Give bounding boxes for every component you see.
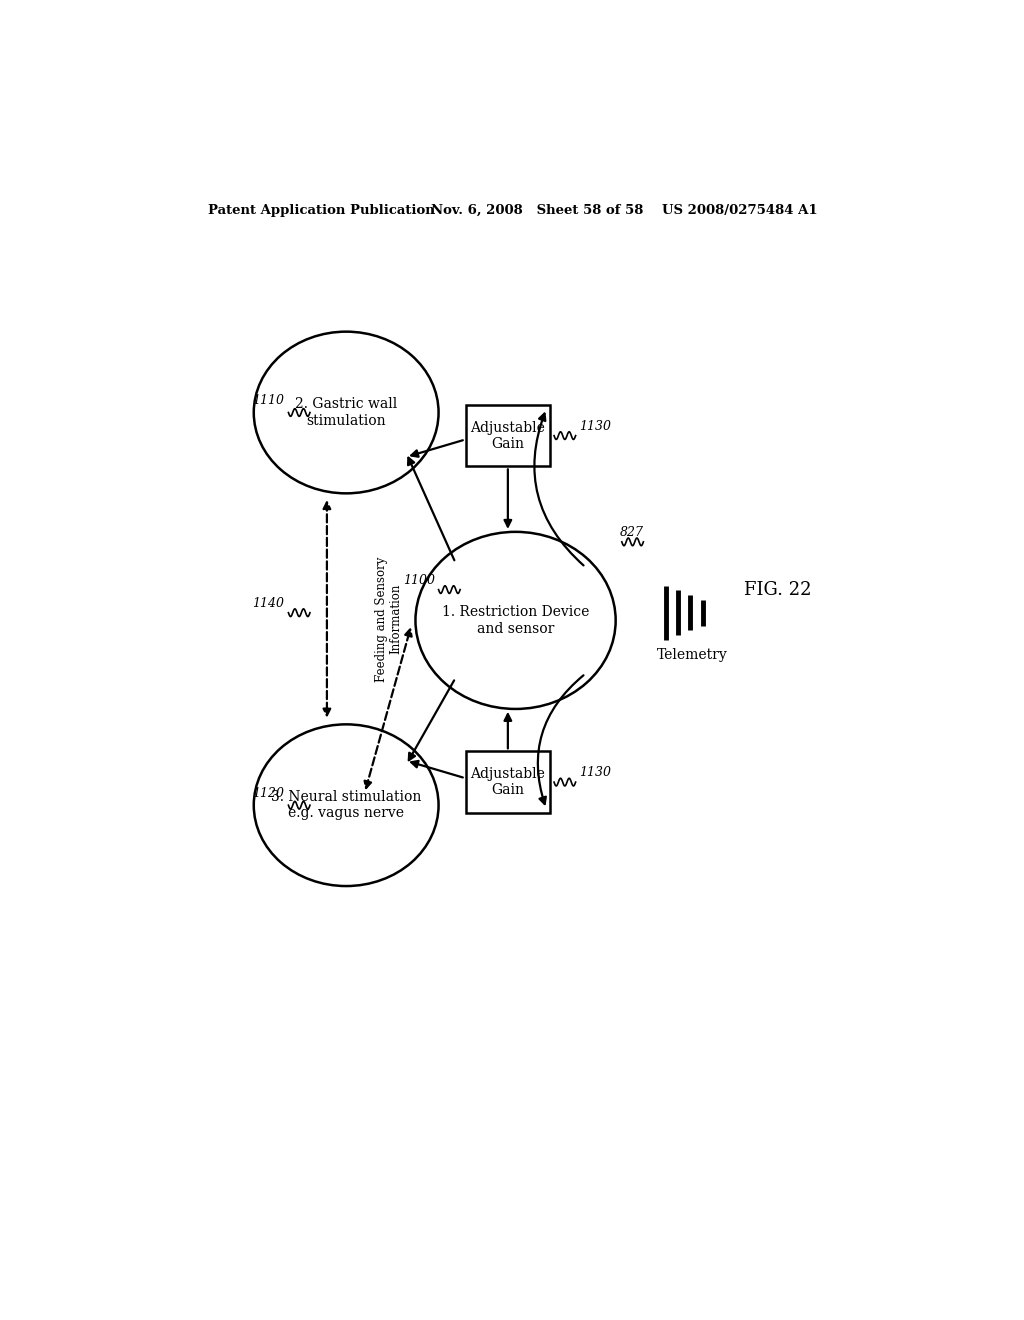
Text: 1110: 1110: [253, 395, 285, 408]
Text: 1. Restriction Device
and sensor: 1. Restriction Device and sensor: [442, 606, 589, 635]
Text: Feeding and Sensory
Information: Feeding and Sensory Information: [375, 556, 402, 681]
Text: Telemetry: Telemetry: [657, 648, 728, 663]
Text: Adjustable
Gain: Adjustable Gain: [470, 767, 546, 797]
Text: 1120: 1120: [253, 787, 285, 800]
Text: US 2008/0275484 A1: US 2008/0275484 A1: [662, 205, 817, 218]
Bar: [466, 751, 550, 813]
Text: 3. Neural stimulation
e.g. vagus nerve: 3. Neural stimulation e.g. vagus nerve: [271, 791, 421, 820]
Text: 1140: 1140: [253, 597, 285, 610]
Bar: [466, 405, 550, 466]
Text: Adjustable
Gain: Adjustable Gain: [470, 421, 546, 450]
Text: Nov. 6, 2008   Sheet 58 of 58: Nov. 6, 2008 Sheet 58 of 58: [431, 205, 643, 218]
Text: 1130: 1130: [580, 420, 611, 433]
Text: 1130: 1130: [580, 767, 611, 779]
Text: 2. Gastric wall
stimulation: 2. Gastric wall stimulation: [295, 397, 397, 428]
Text: 1100: 1100: [402, 574, 435, 587]
Text: 827: 827: [620, 527, 643, 539]
Text: Patent Application Publication: Patent Application Publication: [208, 205, 434, 218]
Text: FIG. 22: FIG. 22: [743, 581, 811, 598]
